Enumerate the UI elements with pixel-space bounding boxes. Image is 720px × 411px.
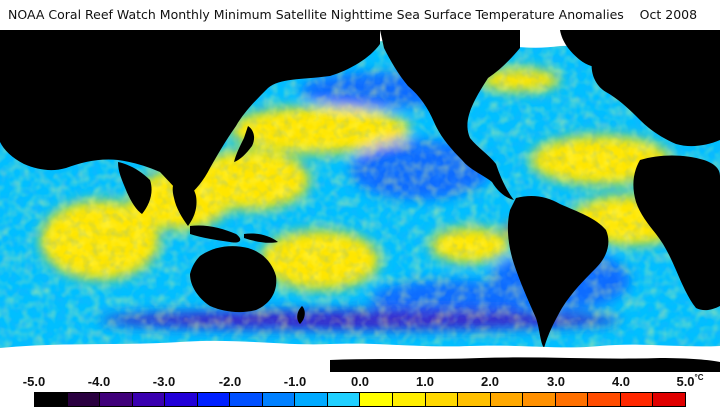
south-america xyxy=(507,196,609,348)
antarctica-land xyxy=(330,357,720,372)
colorbar xyxy=(34,392,686,407)
map-title: NOAA Coral Reef Watch Monthly Minimum Sa… xyxy=(8,7,698,22)
tick-label-max: 5.0°C xyxy=(676,373,704,389)
new-zealand xyxy=(297,306,305,324)
tick-label: -5.0 xyxy=(22,374,46,389)
southeast-asia xyxy=(172,180,197,226)
indonesia xyxy=(190,225,278,243)
tick-label: -3.0 xyxy=(152,374,176,389)
tick-label: 3.0 xyxy=(546,374,566,389)
colorbar-swatch xyxy=(165,393,198,406)
colorbar-tick-labels: -5.0 -4.0 -3.0 -2.0 -1.0 0.0 1.0 2.0 3.0… xyxy=(0,373,720,392)
australia xyxy=(190,246,277,313)
tick-label: 0.0 xyxy=(350,374,370,389)
land-masses xyxy=(0,30,720,348)
europe-east xyxy=(591,30,720,147)
colorbar-swatch xyxy=(490,393,524,406)
colorbar-swatch xyxy=(360,393,394,406)
colorbar-swatch xyxy=(523,393,556,406)
colorbar-swatch xyxy=(458,393,491,406)
tick-label: -4.0 xyxy=(87,374,111,389)
tick-label: 2.0 xyxy=(480,374,500,389)
tick-label: -1.0 xyxy=(283,374,307,389)
tick-label: 4.0 xyxy=(611,374,631,389)
colorbar-swatch xyxy=(588,393,621,406)
tick-label: 5.0 xyxy=(676,374,695,389)
colorbar-swatch xyxy=(555,393,589,406)
japan xyxy=(234,126,255,162)
india xyxy=(118,162,152,214)
colorbar-swatch xyxy=(67,393,101,406)
colorbar-swatch xyxy=(35,393,68,406)
madagascar xyxy=(709,260,715,282)
tick-label: 1.0 xyxy=(415,374,435,389)
tick-label: -2.0 xyxy=(218,374,242,389)
colorbar-swatch xyxy=(295,393,328,406)
colorbar-swatch xyxy=(653,393,685,406)
colorbar-swatch xyxy=(327,393,361,406)
colorbar-swatch xyxy=(197,393,231,406)
colorbar-swatch xyxy=(425,393,459,406)
africa xyxy=(633,155,720,311)
colorbar-swatch xyxy=(100,393,133,406)
colorbar-swatch xyxy=(393,393,426,406)
unit-label: °C xyxy=(694,373,704,382)
colorbar-swatch xyxy=(620,393,654,406)
sst-anomaly-map xyxy=(0,30,720,372)
colorbar-swatch xyxy=(132,393,166,406)
colorbar-swatch xyxy=(230,393,263,406)
europe-asia xyxy=(0,30,380,198)
north-america xyxy=(380,30,520,200)
colorbar-swatch xyxy=(262,393,296,406)
